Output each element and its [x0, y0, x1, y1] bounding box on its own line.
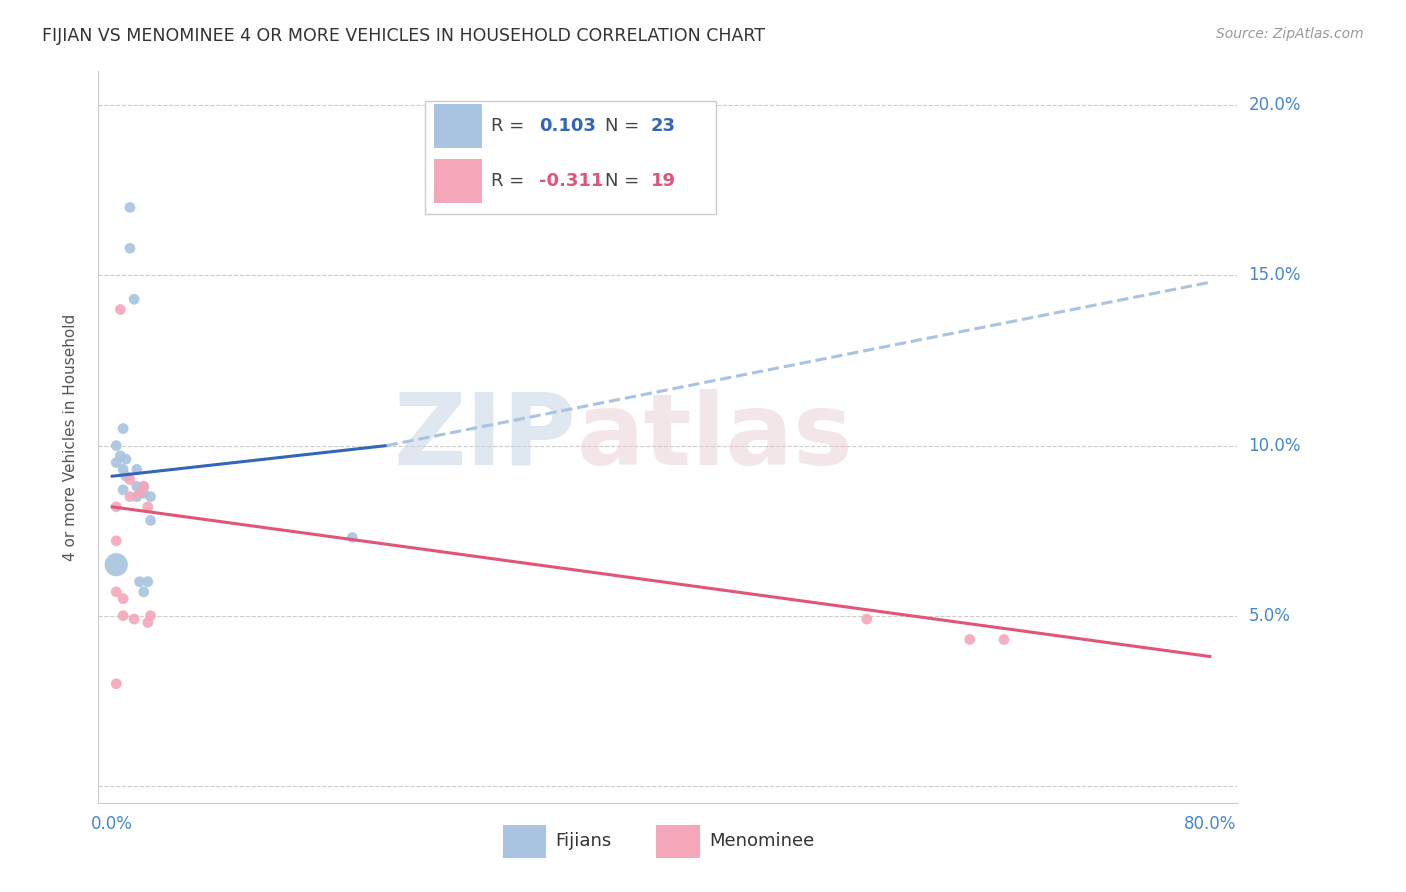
Text: N =: N = — [605, 172, 645, 190]
Point — [110, 302, 132, 317]
Text: Source: ZipAtlas.com: Source: ZipAtlas.com — [1216, 27, 1364, 41]
Point — [105, 585, 128, 599]
Point — [118, 241, 141, 255]
Point — [112, 462, 135, 476]
Point — [105, 500, 128, 514]
Text: 15.0%: 15.0% — [1249, 267, 1301, 285]
Text: 10.0%: 10.0% — [1249, 436, 1301, 455]
Point — [128, 486, 150, 500]
Point — [139, 608, 162, 623]
Text: 0.103: 0.103 — [538, 117, 596, 136]
Point — [132, 585, 155, 599]
Bar — [425, 101, 716, 214]
Point — [118, 201, 141, 215]
Point — [105, 533, 128, 548]
Point — [122, 612, 145, 626]
Point — [125, 490, 148, 504]
Point — [105, 677, 128, 691]
Point — [856, 612, 879, 626]
Point — [105, 558, 128, 572]
Point — [128, 574, 150, 589]
Point — [110, 449, 132, 463]
Point — [105, 456, 128, 470]
Point — [112, 608, 135, 623]
Text: 19: 19 — [651, 172, 676, 190]
Point — [112, 483, 135, 497]
Point — [132, 479, 155, 493]
Point — [118, 490, 141, 504]
Point — [139, 513, 162, 527]
Point — [115, 469, 138, 483]
Y-axis label: 4 or more Vehicles in Household: 4 or more Vehicles in Household — [63, 313, 77, 561]
Text: 20.0%: 20.0% — [1249, 96, 1301, 114]
FancyBboxPatch shape — [434, 159, 482, 203]
Point — [959, 632, 981, 647]
Text: Menominee: Menominee — [709, 832, 814, 850]
Point — [112, 591, 135, 606]
Point — [122, 293, 145, 307]
Text: Fijians: Fijians — [555, 832, 612, 850]
Point — [136, 574, 159, 589]
Text: ZIP: ZIP — [394, 389, 576, 485]
Text: FIJIAN VS MENOMINEE 4 OR MORE VEHICLES IN HOUSEHOLD CORRELATION CHART: FIJIAN VS MENOMINEE 4 OR MORE VEHICLES I… — [42, 27, 765, 45]
Point — [132, 486, 155, 500]
Point — [105, 439, 128, 453]
Point — [993, 632, 1015, 647]
Point — [112, 421, 135, 435]
Point — [136, 500, 159, 514]
Point — [132, 479, 155, 493]
Point — [115, 452, 138, 467]
Text: 5.0%: 5.0% — [1249, 607, 1291, 624]
Point — [125, 462, 148, 476]
Text: -0.311: -0.311 — [538, 172, 603, 190]
Point — [136, 615, 159, 630]
Point — [342, 531, 364, 545]
FancyBboxPatch shape — [434, 104, 482, 148]
Point — [125, 479, 148, 493]
Point — [118, 473, 141, 487]
Text: R =: R = — [491, 172, 530, 190]
Text: 23: 23 — [651, 117, 676, 136]
Text: N =: N = — [605, 117, 645, 136]
Text: R =: R = — [491, 117, 530, 136]
Text: atlas: atlas — [576, 389, 853, 485]
FancyBboxPatch shape — [657, 825, 700, 858]
FancyBboxPatch shape — [503, 825, 546, 858]
Point — [139, 490, 162, 504]
